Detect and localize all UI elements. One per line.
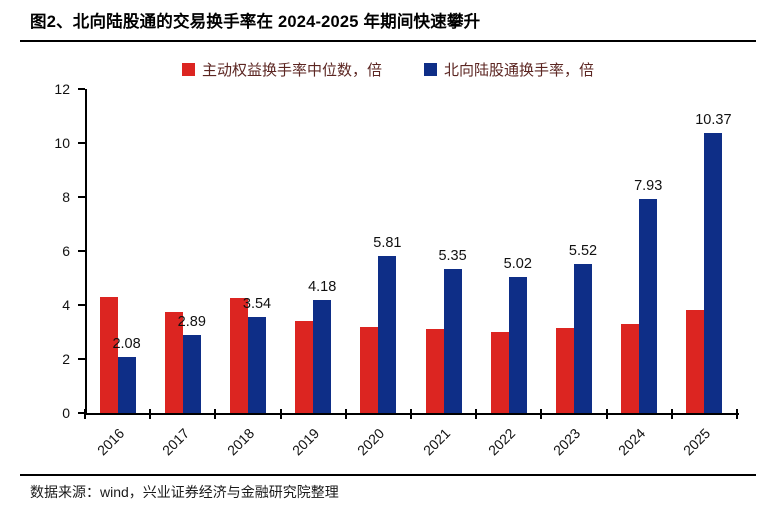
bar-2019-active-equity [295,321,314,413]
plot-area [85,89,739,415]
x-axis-tick [279,409,282,419]
x-category-label: 2021 [419,425,453,459]
bar-value-label: 2.89 [177,313,206,330]
figure-title: 图2、北向陆股通的交易换手率在 2024-2025 年期间快速攀升 [30,13,481,31]
bar-2020-northbound [378,256,397,413]
title-divider-line [20,40,756,42]
bar-2022-northbound [508,277,527,413]
bar-value-label: 3.54 [242,296,272,313]
x-category-label: 2024 [615,425,649,459]
y-axis-tick [78,250,85,252]
bar-2017-active-equity [164,311,183,413]
y-axis-tick [78,412,85,414]
bar-value-label: 7.93 [634,177,663,194]
bar-value-label: 10.37 [695,112,732,128]
y-axis-tick-label: 8 [62,189,70,205]
grouped-bar-chart: 0 2 4 6 8 10 12 2.08 2016 2.89 2017 3.54 2018 4.18 201… [0,81,776,485]
bar-2018-northbound [248,317,266,413]
bar-value-label: 2.08 [112,335,141,352]
x-category-label: 2017 [158,425,193,459]
y-axis-tick [78,304,85,306]
x-category-label: 2018 [223,425,258,459]
x-category-label: 2022 [484,425,519,459]
legend-item-northbound: 北向陆股通换手率，倍 [424,59,594,80]
legend-swatch-navy [424,62,437,76]
x-axis-tick [475,409,478,419]
bar-2021-active-equity [425,329,444,413]
bar-2021-northbound [443,268,462,413]
y-axis-tick-label: 4 [62,297,70,313]
bar-2017-northbound [182,334,201,413]
bar-2022-active-equity [490,332,509,413]
y-axis-tick-label: 0 [62,405,70,421]
x-axis-tick [540,409,543,419]
x-axis-tick [410,409,412,419]
x-axis-tick [605,409,608,419]
bar-value-label: 5.81 [373,235,402,252]
legend-label-northbound: 北向陆股通换手率，倍 [444,61,595,79]
x-axis-tick [736,409,738,419]
legend-label-active-equity: 主动权益换手率中位数，倍 [201,61,382,79]
chart-legend: 主动权益换手率中位数，倍 北向陆股通换手率，倍 [0,58,776,80]
bar-2025-active-equity [686,310,705,413]
bar-2018-active-equity [230,298,248,413]
bar-2020-active-equity [360,326,379,413]
x-axis-tick [149,409,152,419]
legend-item-active-equity: 主动权益换手率中位数，倍 [181,59,382,80]
x-category-label: 2016 [93,425,127,459]
y-axis-tick-label: 6 [62,243,70,259]
data-source-note: 数据来源：wind，兴业证券经济与金融研究院整理 [30,484,339,500]
bar-value-label: 5.02 [503,256,532,273]
x-category-label: 2019 [289,425,323,459]
x-axis-tick [214,409,217,419]
bar-value-label: 5.35 [438,247,467,264]
bar-2024-northbound [639,198,658,413]
bar-2023-northbound [574,263,592,413]
x-category-label: 2020 [354,425,388,459]
x-axis-tick [344,409,347,419]
bar-2016-active-equity [99,296,118,413]
y-axis-tick-label: 10 [54,135,70,151]
y-axis-tick [78,358,85,360]
x-category-label: 2025 [680,425,714,459]
x-axis-tick [670,409,673,419]
bar-2016-northbound [117,356,136,413]
x-category-label: 2023 [549,425,584,459]
bar-value-label: 4.18 [308,279,337,296]
y-axis-tick [78,88,85,90]
bar-2025-northbound [704,133,723,413]
bar-2024-active-equity [621,323,640,413]
footer-divider-line [20,474,756,476]
x-axis-tick [84,409,86,419]
y-axis-tick [78,196,85,198]
y-axis-tick [78,142,85,144]
legend-swatch-red [181,62,195,76]
bar-value-label: 5.52 [568,242,598,259]
y-axis-tick-label: 2 [62,351,70,367]
bar-2023-active-equity [556,327,574,413]
y-axis-tick-label: 12 [54,81,70,97]
bar-2019-northbound [313,300,332,413]
